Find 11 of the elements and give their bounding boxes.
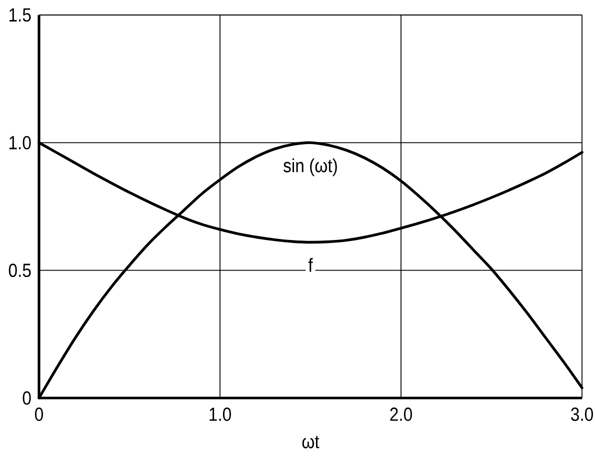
x-axis-title: ωt (302, 436, 320, 448)
x-tick-label: 0 (35, 408, 43, 421)
y-tick-label: 0.5 (8, 264, 31, 278)
x-tick-label: 2.0 (390, 408, 412, 421)
y-tick-label: 1.5 (10, 8, 31, 22)
y-tick-label: 0 (22, 391, 31, 405)
x-tick-label: 3.0 (571, 408, 593, 421)
y-tick-label: 1.0 (10, 136, 31, 150)
series-label: f (308, 258, 313, 272)
series-label: sin (ωt) (284, 158, 337, 176)
x-tick-label: 1.0 (210, 408, 231, 421)
